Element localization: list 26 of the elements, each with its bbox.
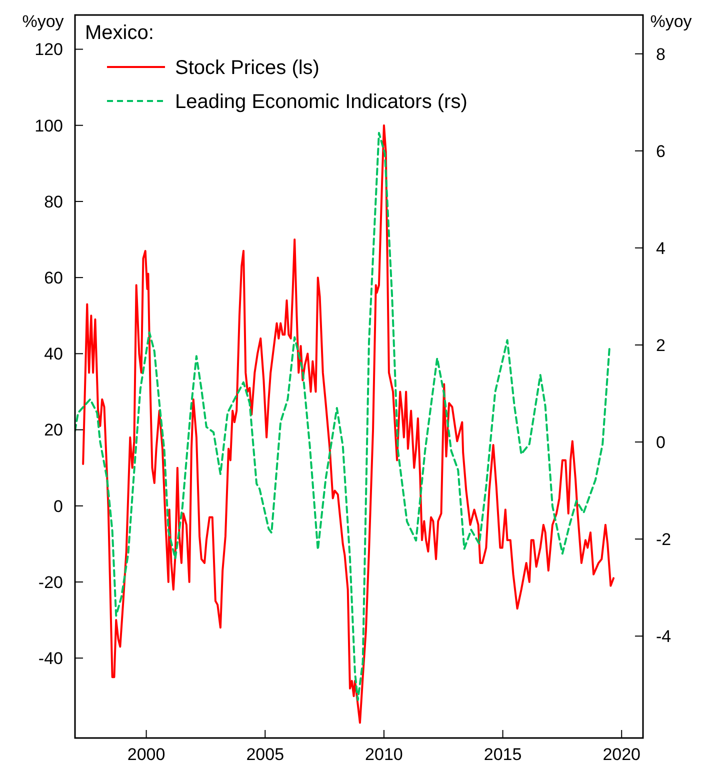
y2-tick-label: 8 bbox=[656, 44, 666, 64]
y-tick-label: 20 bbox=[44, 420, 63, 440]
x-tick-label: 2005 bbox=[246, 745, 284, 764]
y-tick-label: 0 bbox=[54, 496, 63, 516]
y-tick-label: -40 bbox=[38, 649, 63, 668]
legend-title: Mexico: bbox=[85, 22, 154, 44]
y-axis-title: %yoy bbox=[22, 12, 64, 31]
y2-tick-label: -2 bbox=[656, 530, 672, 550]
y2-tick-label: 0 bbox=[656, 432, 666, 452]
x-tick-label: 2010 bbox=[365, 745, 403, 764]
y2-tick-label: 4 bbox=[656, 238, 666, 258]
legend-label: Leading Economic Indicators (rs) bbox=[175, 91, 468, 113]
y2-tick-label: 2 bbox=[656, 336, 666, 355]
x-tick-label: 2000 bbox=[127, 745, 166, 764]
y-tick-label: 80 bbox=[44, 192, 63, 212]
y-tick-label: 100 bbox=[34, 116, 63, 136]
y-tick-label: -20 bbox=[38, 572, 63, 592]
y-tick-label: 120 bbox=[34, 40, 63, 60]
y2-axis-title: %yoy bbox=[650, 12, 692, 31]
y-tick-label: 60 bbox=[44, 268, 63, 288]
y2-tick-label: 6 bbox=[656, 142, 666, 161]
y2-tick-label: -4 bbox=[656, 627, 672, 646]
legend-label: Stock Prices (ls) bbox=[175, 57, 320, 79]
x-tick-label: 2015 bbox=[484, 745, 522, 764]
y-tick-label: 40 bbox=[44, 344, 63, 364]
x-tick-label: 2020 bbox=[602, 745, 641, 764]
